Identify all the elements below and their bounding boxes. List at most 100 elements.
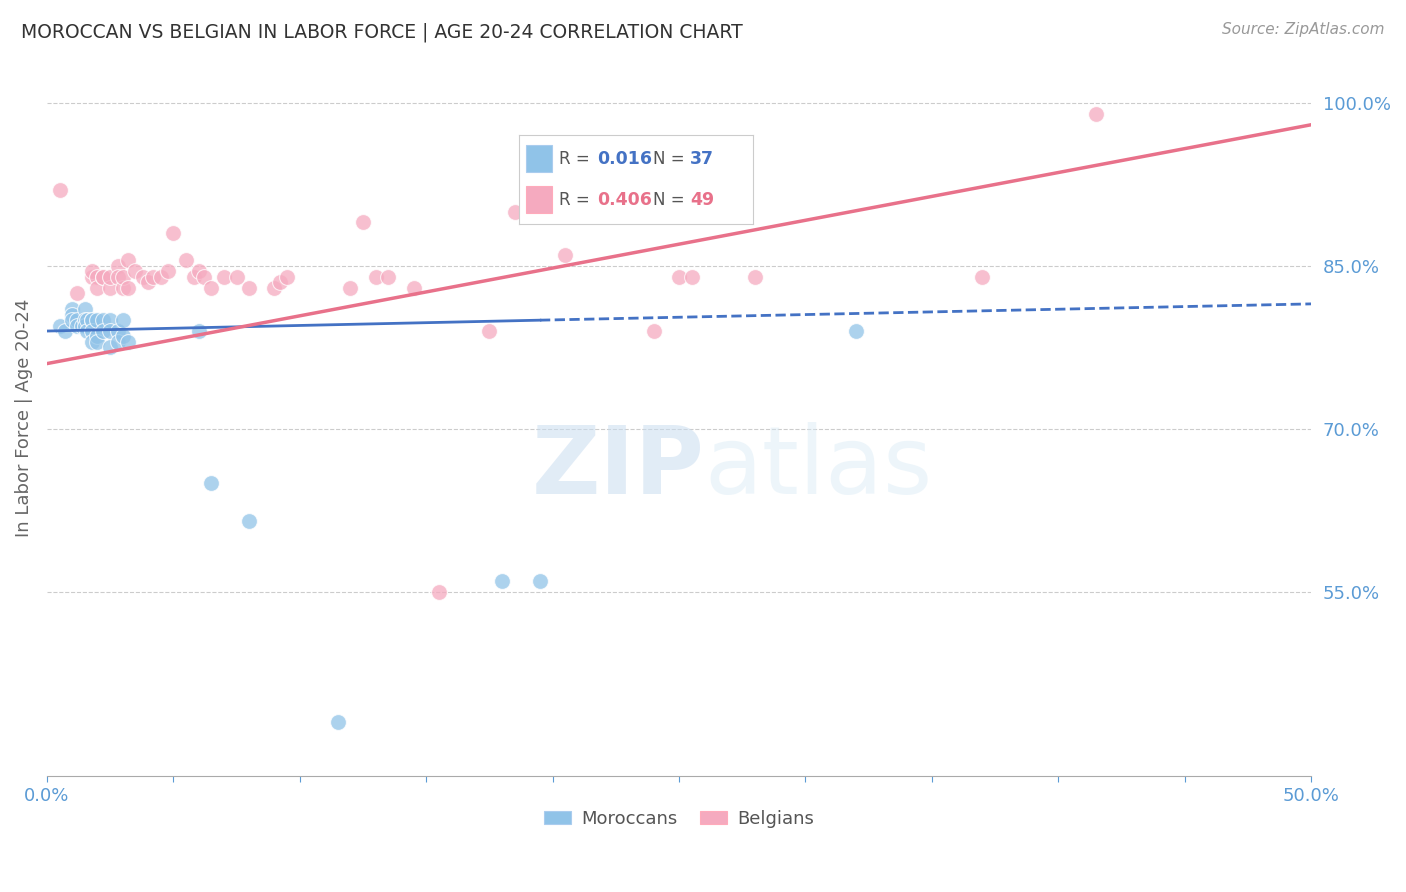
Point <box>174 253 197 268</box>
Point <box>98 269 121 284</box>
Point <box>76 324 98 338</box>
Text: 49: 49 <box>690 191 714 209</box>
Legend: Moroccans, Belgians: Moroccans, Belgians <box>537 803 821 835</box>
Point <box>73 313 96 327</box>
Text: atlas: atlas <box>704 422 932 514</box>
Point <box>60 302 83 317</box>
Text: R =: R = <box>558 191 595 209</box>
Point <box>82 313 104 327</box>
Point <box>98 340 121 354</box>
Point <box>86 329 108 343</box>
Point <box>377 269 399 284</box>
Text: N =: N = <box>652 150 689 168</box>
Point <box>60 308 83 322</box>
Text: ZIP: ZIP <box>531 422 704 514</box>
Point <box>111 269 134 284</box>
Point <box>187 264 209 278</box>
Point <box>136 275 159 289</box>
Point <box>200 476 222 491</box>
Point <box>91 269 114 284</box>
Text: MOROCCAN VS BELGIAN IN LABOR FORCE | AGE 20-24 CORRELATION CHART: MOROCCAN VS BELGIAN IN LABOR FORCE | AGE… <box>21 22 742 42</box>
Point <box>149 269 172 284</box>
Point <box>276 269 298 284</box>
Point <box>117 280 139 294</box>
Point <box>402 280 425 294</box>
Point <box>339 280 361 294</box>
Point <box>183 269 205 284</box>
Point <box>86 269 108 284</box>
Point <box>66 313 89 327</box>
Point <box>1085 107 1108 121</box>
Point <box>107 324 129 338</box>
Point <box>117 253 139 268</box>
Point <box>681 269 703 284</box>
Point <box>66 286 89 301</box>
Point <box>66 318 89 333</box>
Point <box>107 259 129 273</box>
Point <box>107 269 129 284</box>
Point <box>529 574 551 588</box>
Point <box>352 215 374 229</box>
FancyBboxPatch shape <box>526 145 551 172</box>
Point <box>86 280 108 294</box>
Point <box>73 318 96 333</box>
Point <box>98 324 121 338</box>
Point <box>73 302 96 317</box>
Point <box>491 574 513 588</box>
Point <box>48 318 70 333</box>
Point <box>554 248 576 262</box>
Point <box>503 204 526 219</box>
Text: 0.016: 0.016 <box>598 150 652 168</box>
Point <box>200 280 222 294</box>
Text: 37: 37 <box>690 150 714 168</box>
Point <box>86 334 108 349</box>
Point <box>82 264 104 278</box>
Y-axis label: In Labor Force | Age 20-24: In Labor Force | Age 20-24 <box>15 299 32 537</box>
Text: N =: N = <box>652 191 689 209</box>
Point <box>132 269 155 284</box>
Point <box>76 313 98 327</box>
Point <box>187 324 209 338</box>
Point <box>107 334 129 349</box>
Point <box>48 183 70 197</box>
Point <box>212 269 235 284</box>
Point <box>972 269 994 284</box>
Point <box>643 324 665 338</box>
Point <box>53 324 76 338</box>
Point <box>91 313 114 327</box>
Point <box>744 269 766 284</box>
Point <box>238 280 260 294</box>
Text: R =: R = <box>558 150 595 168</box>
Point <box>82 269 104 284</box>
Point <box>364 269 387 284</box>
Point <box>157 264 180 278</box>
FancyBboxPatch shape <box>526 186 551 213</box>
Text: 0.406: 0.406 <box>598 191 652 209</box>
Point <box>238 514 260 528</box>
Point <box>82 313 104 327</box>
Point <box>269 275 291 289</box>
Point <box>225 269 247 284</box>
Point <box>668 269 690 284</box>
Point <box>427 584 450 599</box>
Point <box>98 280 121 294</box>
Point <box>326 714 349 729</box>
Point <box>82 324 104 338</box>
Point <box>124 264 146 278</box>
Point <box>111 280 134 294</box>
Point <box>60 313 83 327</box>
Point <box>82 334 104 349</box>
Point <box>98 313 121 327</box>
Point <box>142 269 165 284</box>
Point <box>117 334 139 349</box>
Point <box>111 329 134 343</box>
Text: Source: ZipAtlas.com: Source: ZipAtlas.com <box>1222 22 1385 37</box>
Point <box>91 269 114 284</box>
Point <box>86 313 108 327</box>
Point <box>111 313 134 327</box>
Point <box>478 324 501 338</box>
Point <box>845 324 868 338</box>
Point <box>72 318 94 333</box>
Point <box>193 269 215 284</box>
Point <box>162 227 184 241</box>
